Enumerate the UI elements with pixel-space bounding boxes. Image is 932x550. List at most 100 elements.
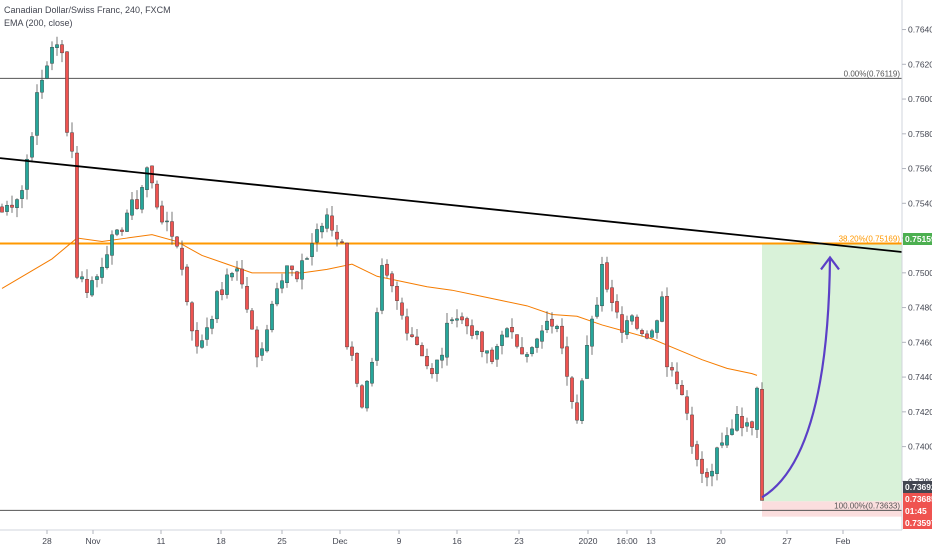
x-axis[interactable]: 28 Nov 11 18 25 Dec 9 16 23 2020 16:00 13 20 27 Feb: [42, 530, 851, 546]
candle-body: [265, 329, 269, 352]
price-tag-label: 0.75159: [905, 234, 932, 244]
candle-body: [395, 286, 399, 301]
candle-body: [460, 316, 464, 321]
candle-body: [90, 280, 94, 296]
candle-body: [195, 330, 199, 347]
candle-body: [490, 349, 494, 362]
candle-body: [215, 291, 219, 320]
candle-body: [725, 435, 729, 446]
candle-body: [405, 316, 409, 334]
ema-line: [1, 234, 758, 376]
x-tick-label: Dec: [332, 536, 348, 546]
candle-body: [55, 44, 59, 48]
candle-body: [585, 345, 589, 379]
x-tick-label: 23: [514, 536, 524, 546]
fib-label-0: 0.00%(0.76119): [844, 69, 901, 78]
candle-body: [110, 234, 114, 256]
candle-body: [95, 276, 99, 280]
candle-body: [190, 302, 194, 332]
candle-body: [495, 346, 499, 360]
candle-body: [615, 301, 619, 313]
candle-body: [245, 286, 249, 310]
price-tag-label: 0.73597: [905, 518, 932, 528]
candle-body: [400, 302, 404, 316]
x-tick-label: 18: [216, 536, 226, 546]
candle-body: [180, 247, 184, 270]
candle-body: [345, 242, 349, 348]
candle-body: [175, 236, 179, 247]
candle-body: [45, 65, 49, 79]
candle-body: [625, 320, 629, 335]
candle-body: [450, 319, 454, 322]
candle-body: [330, 215, 334, 231]
candle-body: [350, 346, 354, 356]
candle-body: [675, 371, 679, 385]
candle-body: [645, 333, 649, 339]
candle-body: [250, 310, 254, 330]
x-tick-label: 9: [397, 536, 402, 546]
candle-body: [35, 92, 39, 136]
candle-body: [655, 320, 659, 333]
candle-body: [275, 288, 279, 305]
candle-body: [520, 347, 524, 355]
stop-zone: [762, 501, 902, 517]
candlesticks: [0, 36, 764, 501]
candle-body: [65, 51, 69, 133]
candle-body: [200, 340, 204, 348]
candle-body: [570, 377, 574, 402]
candle-body: [720, 442, 724, 446]
candle-body: [315, 229, 319, 243]
candle-body: [695, 444, 699, 460]
candle-body: [305, 258, 309, 260]
x-tick-label: 2020: [579, 536, 598, 546]
candle-body: [500, 334, 504, 346]
price-tag-label: 0.73685: [905, 494, 932, 504]
chart-legend: Canadian Dollar/Swiss Franc, 240, FXCM E…: [4, 4, 171, 30]
projection-arrow[interactable]: [761, 257, 832, 499]
fibonacci-levels[interactable]: 0.00%(0.76119) 38.20%(0.75169) 100.00%(0.7…: [0, 69, 902, 511]
candle-body: [755, 387, 759, 430]
candle-body: [145, 167, 149, 190]
candle-body: [115, 229, 119, 235]
candle-body: [70, 132, 74, 152]
candle-body: [485, 350, 489, 354]
candle-body: [560, 325, 564, 349]
candle-body: [220, 289, 224, 295]
candle-body: [670, 367, 674, 371]
candle-body: [620, 314, 624, 333]
x-tick-label: 11: [157, 536, 166, 546]
candle-body: [230, 273, 234, 278]
candle-body: [75, 152, 79, 278]
x-tick-label: 16:00: [616, 536, 638, 546]
candle-body: [415, 336, 419, 346]
candle-body: [125, 212, 129, 232]
price-tag-label: 0.73692: [905, 482, 932, 492]
x-tick-label: 27: [782, 536, 792, 546]
candle-body: [515, 334, 519, 347]
candle-body: [580, 380, 584, 421]
candle-body: [390, 273, 394, 287]
candle-body: [100, 266, 104, 278]
candle-body: [435, 359, 439, 374]
candle-body: [260, 348, 264, 356]
candle-body: [85, 279, 89, 293]
candle-body: [30, 136, 34, 158]
candle-body: [120, 229, 124, 232]
candle-body: [745, 422, 749, 427]
candle-body: [455, 318, 459, 321]
candle-body: [310, 243, 314, 257]
trend-line[interactable]: [0, 157, 903, 253]
x-tick-label: Nov: [85, 536, 101, 546]
candle-body: [640, 330, 644, 335]
candle-body: [285, 265, 289, 284]
candle-body: [420, 345, 424, 357]
candle-body: [590, 318, 594, 347]
